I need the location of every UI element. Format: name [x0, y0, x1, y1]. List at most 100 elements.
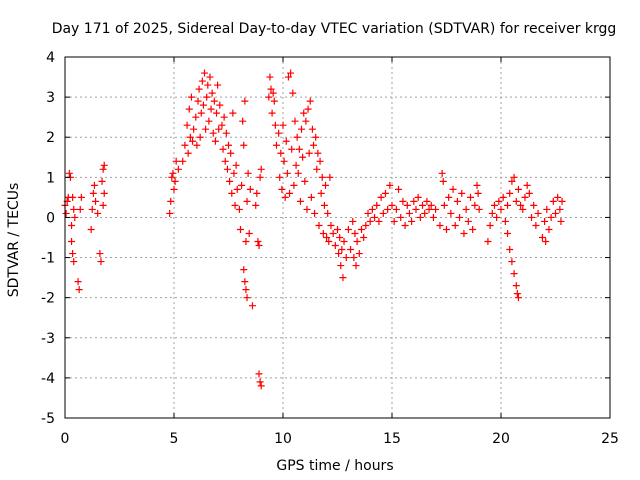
y-tick-label: 3 — [46, 90, 55, 106]
data-point — [384, 205, 392, 213]
data-point — [69, 250, 77, 258]
data-point — [184, 149, 192, 157]
data-point — [222, 129, 230, 137]
data-point — [368, 205, 376, 213]
data-point — [268, 109, 276, 117]
data-point — [554, 193, 562, 201]
data-point — [338, 246, 346, 254]
data-point — [204, 81, 212, 89]
data-point — [299, 153, 307, 161]
data-point — [291, 117, 299, 125]
data-point — [220, 113, 228, 121]
data-point — [549, 197, 557, 205]
data-point — [379, 209, 387, 217]
data-point — [322, 181, 330, 189]
data-point — [255, 242, 263, 250]
data-point — [77, 193, 85, 201]
data-point — [471, 201, 479, 209]
data-point — [360, 234, 368, 241]
data-point — [473, 181, 481, 189]
data-point — [172, 157, 180, 165]
data-point — [350, 254, 358, 262]
y-tick-label: -2 — [41, 291, 55, 307]
data-point — [280, 157, 288, 165]
data-point — [241, 278, 249, 286]
data-point — [317, 189, 325, 197]
data-point — [388, 201, 396, 209]
data-point — [547, 213, 555, 221]
data-point — [521, 193, 529, 201]
data-point — [245, 229, 253, 237]
data-point — [427, 201, 435, 209]
data-point — [231, 201, 239, 209]
data-point — [405, 209, 413, 217]
data-point — [225, 141, 232, 149]
data-point — [488, 209, 496, 217]
chart-title: Day 171 of 2025, Sidereal Day-to-day VTE… — [52, 21, 617, 37]
data-point — [308, 125, 316, 133]
data-point — [277, 149, 285, 157]
data-point — [304, 105, 312, 113]
data-point — [207, 105, 215, 113]
data-point — [192, 113, 200, 121]
data-point — [510, 173, 518, 181]
data-point — [528, 213, 536, 221]
data-point — [355, 250, 363, 258]
data-point — [301, 177, 309, 185]
y-tick-label: -3 — [41, 331, 55, 347]
data-point — [541, 217, 549, 225]
data-point — [399, 197, 407, 205]
data-point — [227, 149, 235, 157]
data-point — [230, 169, 238, 177]
data-point — [189, 137, 197, 145]
data-point — [71, 213, 79, 221]
data-point — [240, 266, 248, 274]
data-point — [513, 290, 521, 298]
data-point — [94, 209, 102, 217]
data-point — [298, 125, 306, 133]
data-point — [416, 213, 424, 221]
data-point — [552, 209, 559, 217]
data-point — [186, 133, 194, 141]
data-point — [342, 254, 350, 262]
data-point — [270, 97, 278, 105]
data-point — [208, 89, 216, 97]
data-point — [371, 213, 379, 221]
data-point — [456, 213, 464, 221]
data-point — [253, 189, 261, 197]
y-axis-label: SDTVAR / TECUs — [6, 183, 22, 298]
data-point — [100, 161, 108, 169]
data-point — [307, 193, 315, 201]
data-point — [314, 149, 322, 157]
data-point — [397, 213, 405, 221]
data-point — [340, 238, 348, 246]
data-point — [375, 217, 383, 225]
x-tick-label: 25 — [601, 431, 619, 447]
data-point — [329, 229, 337, 237]
data-point — [305, 149, 313, 157]
data-point — [223, 165, 231, 173]
data-point — [87, 225, 95, 233]
data-point — [98, 177, 106, 185]
data-point — [287, 69, 295, 77]
data-point — [310, 141, 318, 149]
data-point — [228, 189, 236, 197]
data-point — [316, 157, 324, 165]
data-point — [425, 205, 433, 213]
data-point — [484, 238, 492, 246]
data-point — [257, 165, 265, 173]
data-point — [276, 173, 284, 181]
data-point — [279, 121, 287, 129]
data-point — [439, 177, 447, 185]
data-point — [423, 197, 431, 205]
x-tick-label: 0 — [61, 431, 70, 447]
data-point — [429, 213, 437, 221]
data-point — [386, 181, 394, 189]
x-tick-label: 20 — [492, 431, 510, 447]
data-point — [315, 221, 323, 229]
data-point — [272, 141, 280, 149]
data-point — [493, 213, 501, 221]
data-point — [357, 225, 365, 233]
data-point — [240, 141, 248, 149]
data-point — [324, 209, 332, 217]
